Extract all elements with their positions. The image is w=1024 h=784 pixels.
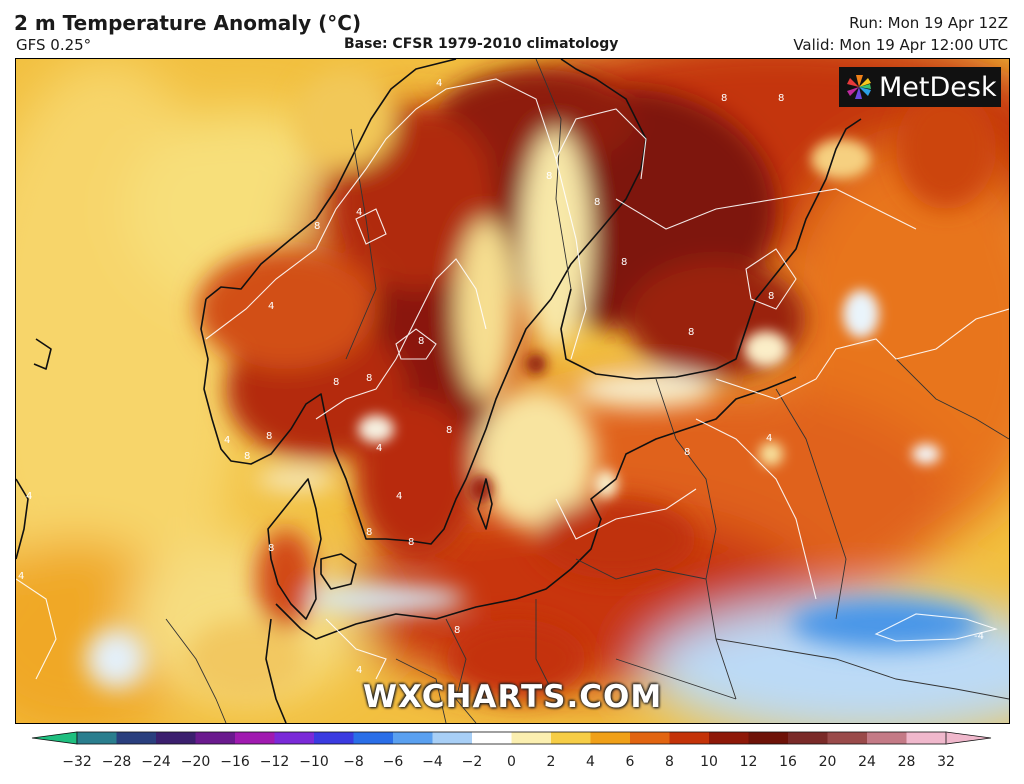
colorbar-tick-label: −4 [422, 754, 443, 770]
colorbar-segment [472, 732, 513, 744]
colorbar-tick-label: 8 [665, 754, 674, 770]
colorbar-segment [748, 732, 789, 744]
colorbar-segment [867, 732, 908, 744]
colorbar-tick-label: −24 [141, 754, 171, 770]
colorbar-tick-label: −6 [383, 754, 404, 770]
valid-time: Valid: Mon 19 Apr 12:00 UTC [793, 36, 1008, 54]
contour-labels: 4 8 8 8 8 4 8 8 4 8 8 8 8 8 8 4 8 4 8 4 … [18, 78, 984, 676]
colorbar-tick-label: −20 [181, 754, 211, 770]
colorbar-segment [669, 732, 710, 744]
colorbar-ticks: −32 −28 −24 −20 −16 −12 −10 −8 −6 −4 −2 0 2 4 6 8 10 12 16… [62, 754, 955, 770]
anomaly-contours [16, 78, 1009, 680]
colorbar-segment [709, 732, 750, 744]
anomaly-map: 4 8 8 8 8 4 8 8 4 8 8 8 8 8 8 4 8 4 8 4 … [15, 58, 1010, 724]
contour-label: 8 [366, 527, 372, 538]
contour-label: 4 [18, 571, 24, 582]
contour-label: 8 [418, 336, 424, 347]
contour-label: 8 [621, 257, 627, 268]
colorbar: −32 −28 −24 −20 −16 −12 −10 −8 −6 −4 −2 0 2 4 6 8 10 12 16… [31, 731, 992, 770]
colorbar-segment [393, 732, 434, 744]
contour-label: 4 [376, 443, 382, 454]
colorbar-segment [116, 732, 157, 744]
contour-label: 8 [454, 625, 460, 636]
contour-label: 8 [408, 537, 414, 548]
model-name: GFS 0.25° [16, 36, 92, 54]
watermark: WXCHARTS.COM [362, 679, 663, 715]
base-climatology: Base: CFSR 1979-2010 climatology [344, 36, 619, 52]
metdesk-logo: MetDesk [839, 67, 1001, 107]
contour-label: 4 [356, 207, 362, 218]
colorbar-arrow-high [945, 731, 992, 745]
colorbar-tick-label: −16 [220, 754, 250, 770]
contour-label: 8 [768, 291, 774, 302]
colorbar-segment [353, 732, 394, 744]
metdesk-logo-text: MetDesk [879, 71, 997, 103]
colorbar-tick-label: 24 [858, 754, 876, 770]
colorbar-tick-label: 4 [586, 754, 595, 770]
contour-label: -4 [974, 631, 984, 642]
contour-label: 8 [721, 93, 727, 104]
chart-title: 2 m Temperature Anomaly (°C) [14, 11, 362, 35]
coastlines [16, 59, 862, 723]
colorbar-segment [590, 732, 631, 744]
colorbar-segment [630, 732, 671, 744]
colorbar-tick-label: −12 [260, 754, 290, 770]
colorbar-tick-label: 12 [740, 754, 758, 770]
colorbar-segment [274, 732, 315, 744]
colorbar-segment [827, 732, 868, 744]
contour-label: 8 [688, 327, 694, 338]
metdesk-pinwheel-icon [847, 75, 871, 99]
contour-label: 8 [314, 221, 320, 232]
colorbar-arrow-low [31, 731, 78, 745]
contour-label: 8 [594, 197, 600, 208]
contour-label: 4 [224, 435, 230, 446]
colorbar-tick-label: 2 [547, 754, 556, 770]
colorbar-tick-label: 0 [507, 754, 516, 770]
contour-label: 4 [268, 301, 274, 312]
colorbar-segment [314, 732, 355, 744]
colorbar-tick-label: 20 [819, 754, 837, 770]
contour-label: 4 [436, 78, 442, 89]
contour-label: 8 [268, 543, 274, 554]
contour-label: 4 [396, 491, 402, 502]
colorbar-tick-label: 6 [626, 754, 635, 770]
contour-label: 8 [778, 93, 784, 104]
borders [165, 59, 1009, 723]
colorbar-tick-label: −28 [102, 754, 132, 770]
contour-label: 8 [684, 447, 690, 458]
colorbar-tick-label: 32 [937, 754, 955, 770]
colorbar-segment [235, 732, 276, 744]
colorbar-tick-label: −8 [343, 754, 364, 770]
colorbar-segment [551, 732, 592, 744]
contour-label: 8 [446, 425, 452, 436]
colorbar-tick-label: 10 [700, 754, 718, 770]
map-field: 4 8 8 8 8 4 8 8 4 8 8 8 8 8 8 4 8 4 8 4 … [16, 59, 1009, 723]
colorbar-tick-label: −32 [62, 754, 92, 770]
contour-label: 8 [366, 373, 372, 384]
contour-label: 8 [244, 451, 250, 462]
colorbar-tick-label: −10 [299, 754, 329, 770]
colorbar-segment [906, 732, 947, 744]
contour-label: 4 [766, 433, 772, 444]
contour-label: 8 [546, 171, 552, 182]
colorbar-segment [195, 732, 236, 744]
colorbar-segment [432, 732, 473, 744]
colorbar-segment [511, 732, 552, 744]
colorbar-bar [31, 731, 992, 745]
run-time: Run: Mon 19 Apr 12Z [849, 14, 1008, 32]
anomaly-field [16, 59, 1009, 723]
contour-label: 4 [356, 665, 362, 676]
contour-label: 4 [26, 491, 32, 502]
colorbar-tick-label: −2 [462, 754, 483, 770]
contour-label: 8 [266, 431, 272, 442]
colorbar-tick-label: 28 [898, 754, 916, 770]
contour-label: 8 [333, 377, 339, 388]
colorbar-segment [788, 732, 829, 744]
colorbar-tick-label: 16 [779, 754, 797, 770]
colorbar-frame [76, 731, 947, 745]
colorbar-segment [77, 732, 118, 744]
colorbar-segment [156, 732, 197, 744]
